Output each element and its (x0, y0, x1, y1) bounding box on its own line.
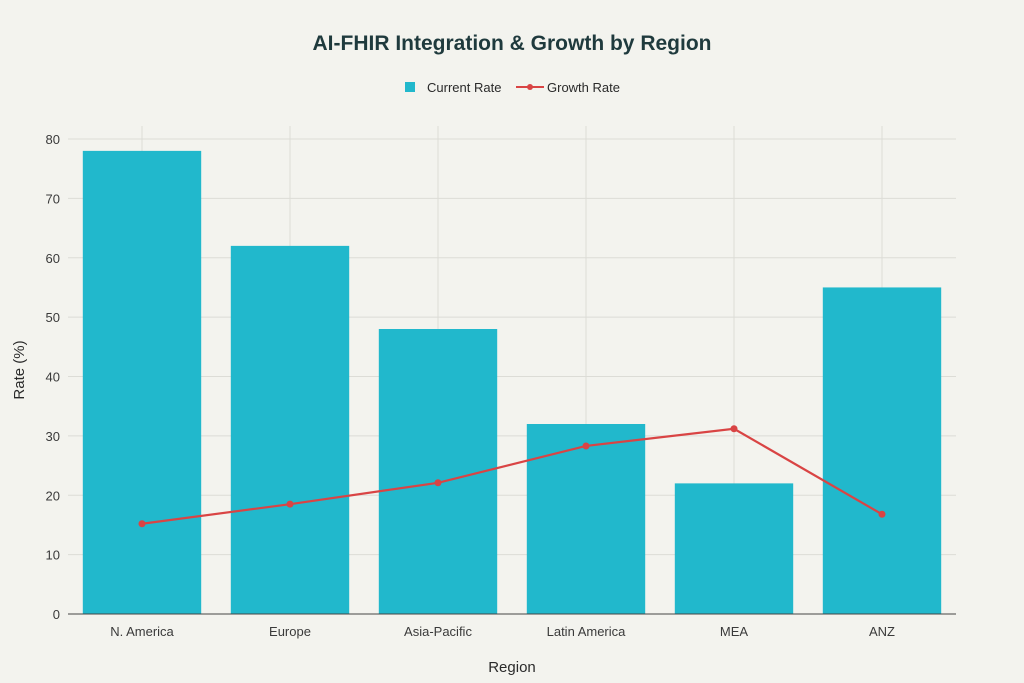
bar-asia-pacific (378, 329, 498, 614)
x-axis-title: Region (488, 659, 536, 676)
x-tick-label: Europe (269, 624, 311, 639)
growth-rate-point (730, 425, 738, 433)
legend-label-growth-rate: Growth Rate (547, 80, 620, 95)
bar-anz (822, 287, 942, 614)
y-tick-label: 50 (46, 310, 60, 325)
growth-rate-point (138, 520, 146, 528)
legend-marker-growth-rate (527, 84, 533, 90)
y-tick-label: 0 (53, 607, 60, 622)
x-tick-label: N. America (110, 624, 174, 639)
legend-swatch-current-rate (405, 82, 415, 92)
axes: 0 10 20 30 40 50 60 70 80 N. America Europe Asia-Pa… (46, 132, 956, 639)
legend: Current Rate Growth Rate (405, 80, 620, 95)
x-tick-label: MEA (720, 624, 749, 639)
growth-rate-point (434, 479, 442, 487)
growth-rate-line (141, 427, 883, 525)
y-tick-label: 80 (46, 132, 60, 147)
y-axis-title: Rate (%) (11, 340, 28, 399)
bar-mea (674, 483, 794, 614)
y-tick-label: 20 (46, 488, 60, 503)
bar-n-america (82, 150, 202, 614)
y-tick-label: 30 (46, 429, 60, 444)
growth-rate-point (582, 442, 590, 450)
growth-rate-point (286, 500, 294, 508)
chart-title: AI-FHIR Integration & Growth by Region (313, 32, 712, 55)
growth-rate-point (878, 510, 886, 518)
y-tick-label: 10 (46, 548, 60, 563)
x-tick-label: ANZ (869, 624, 895, 639)
y-tick-label: 40 (46, 370, 60, 385)
legend-label-current-rate: Current Rate (427, 80, 501, 95)
bar-latin-america (526, 424, 646, 614)
bar-europe (230, 245, 350, 614)
x-tick-label: Asia-Pacific (404, 624, 472, 639)
y-tick-label: 60 (46, 251, 60, 266)
line-series (138, 425, 886, 528)
y-tick-label: 70 (46, 191, 60, 206)
bar-series (82, 150, 942, 614)
x-tick-label: Latin America (547, 624, 627, 639)
